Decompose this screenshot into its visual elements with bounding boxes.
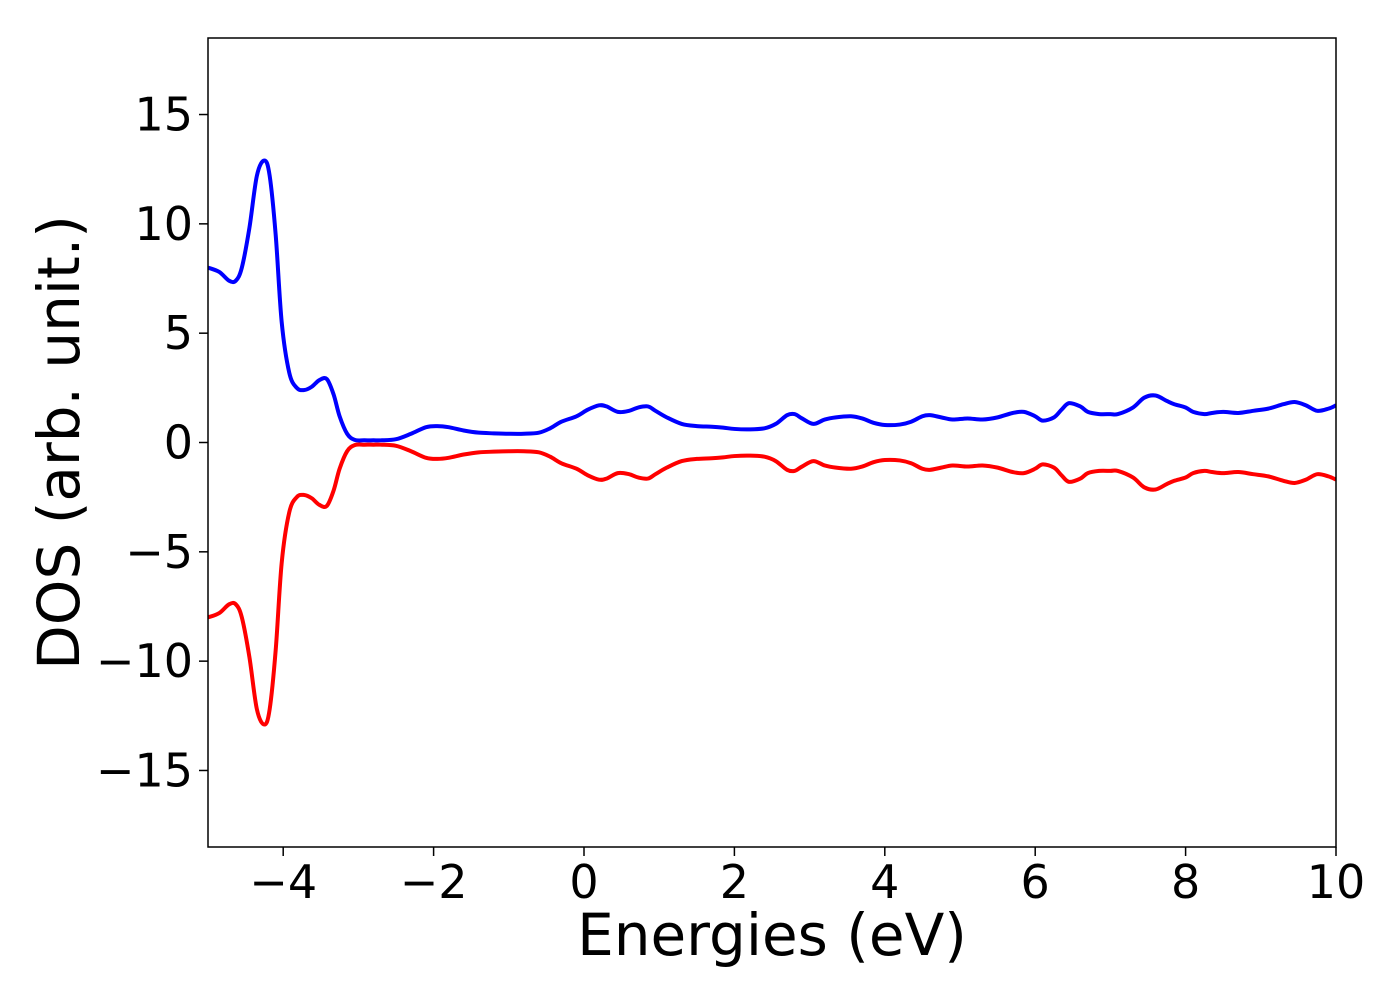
y-axis-label: DOS (arb. unit.) — [25, 215, 93, 670]
x-tick-label: −4 — [249, 855, 317, 909]
x-tick-label: 6 — [1021, 855, 1050, 909]
y-tick-label: 10 — [134, 197, 193, 251]
x-axis-label: Energies (eV) — [577, 901, 967, 969]
y-tick-label: −10 — [96, 634, 193, 688]
y-axis-ticks: 15 10 5 0 −5 −10 −15 — [96, 88, 208, 797]
x-tick-label: 10 — [1307, 855, 1366, 909]
series-lines — [208, 158, 1336, 727]
x-tick-label: −2 — [400, 855, 468, 909]
y-tick-label: 15 — [134, 88, 193, 142]
y-tick-label: −15 — [96, 743, 193, 797]
x-tick-label: 4 — [870, 855, 899, 909]
series-line-red — [208, 442, 1336, 727]
x-tick-label: 8 — [1171, 855, 1200, 909]
y-tick-label: −5 — [125, 525, 193, 579]
plot-frame — [207, 37, 1337, 848]
x-tick-label: 0 — [569, 855, 598, 909]
series-line-blue — [208, 158, 1336, 443]
y-tick-label: 5 — [164, 306, 193, 360]
y-tick-label: 0 — [164, 416, 193, 470]
x-axis-ticks: −4 −2 0 2 4 6 8 10 — [249, 847, 1365, 909]
x-tick-label: 2 — [720, 855, 749, 909]
